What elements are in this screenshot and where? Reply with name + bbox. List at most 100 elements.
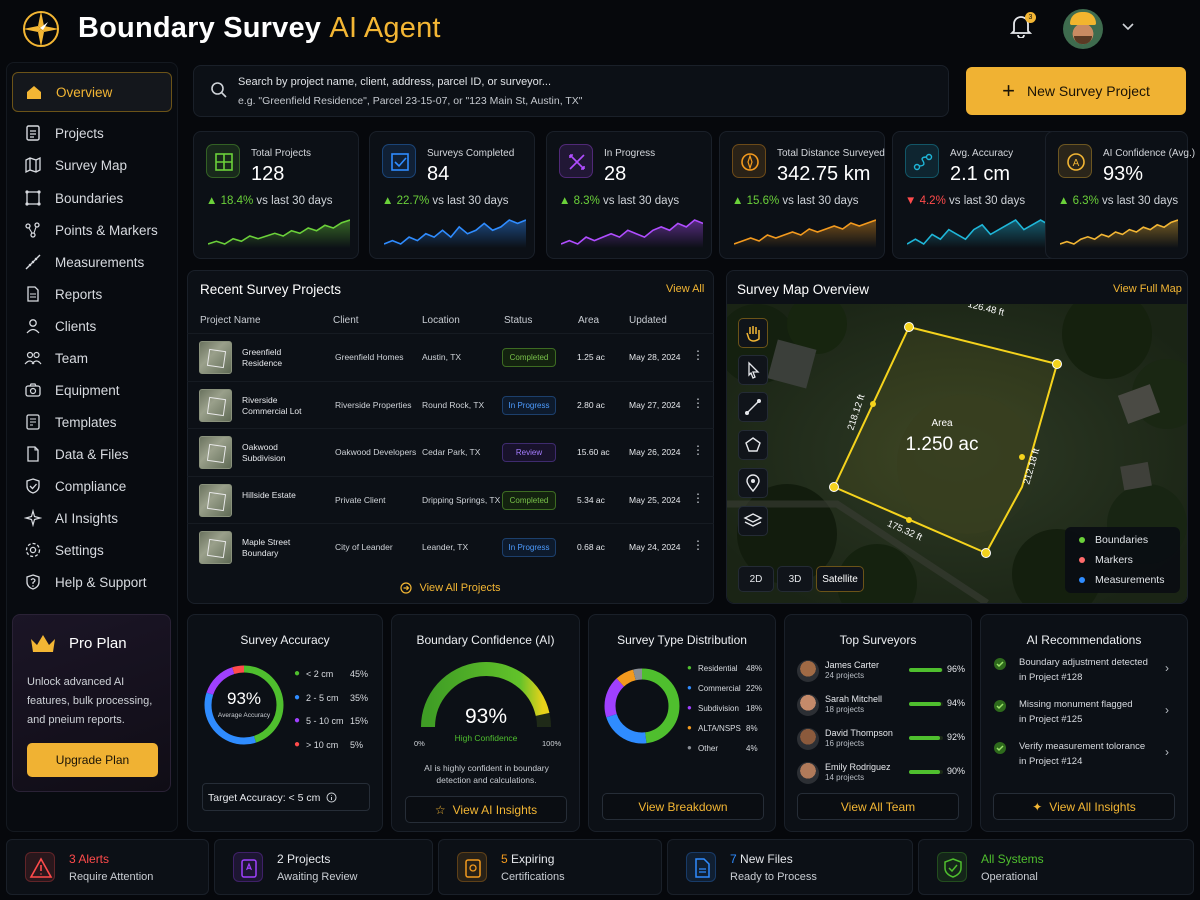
- map-mode-3d[interactable]: 3D: [777, 566, 813, 592]
- view-all-insights-button[interactable]: ✦ View All Insights: [993, 793, 1175, 820]
- sidebar-item-survey-map[interactable]: Survey Map: [12, 150, 172, 180]
- col-client[interactable]: Client: [333, 315, 359, 326]
- table-row[interactable]: Maple Street Boundary City of Leander Lean…: [187, 523, 714, 570]
- kpi-card-total-distance-surveyed[interactable]: Total Distance Surveyed 342.75 km ▲ 15.6% …: [719, 131, 885, 259]
- recent-view-all-link[interactable]: View All: [666, 283, 705, 295]
- surveyor-row[interactable]: David Thompson 16 projects 92%: [797, 726, 967, 756]
- select-tool[interactable]: [738, 355, 768, 385]
- table-row[interactable]: Oakwood Subdivision Oakwood Developers Ced…: [187, 428, 714, 475]
- more-options-icon[interactable]: ⋮: [692, 348, 704, 362]
- surveyor-row[interactable]: Emily Rodriguez 14 projects 90%: [797, 760, 967, 790]
- polygon-tool[interactable]: [738, 430, 768, 460]
- upgrade-plan-button[interactable]: Upgrade Plan: [27, 743, 158, 777]
- kpi-delta: ▲ 15.6% vs last 30 days: [732, 195, 858, 207]
- chevron-right-icon[interactable]: ›: [1165, 661, 1169, 675]
- surveyor-score: 94%: [947, 698, 966, 708]
- recommendation-item[interactable]: Boundary adjustment detected in Project #…: [993, 655, 1173, 689]
- search-bar[interactable]: Search by project name, client, address,…: [193, 65, 949, 117]
- kpi-card-in-progress[interactable]: In Progress 28 ▲ 8.3% vs last 30 days: [546, 131, 712, 259]
- user-menu-chevron[interactable]: [1122, 22, 1134, 32]
- surveyor-row[interactable]: James Carter 24 projects 96%: [797, 658, 967, 688]
- chevron-right-icon[interactable]: ›: [1165, 745, 1169, 759]
- hand-tool[interactable]: [738, 318, 768, 348]
- kpi-card-avg-accuracy[interactable]: Avg. Accuracy 2.1 cm ▼ 4.2% vs last 30 day…: [892, 131, 1058, 259]
- layers-icon: [743, 513, 763, 527]
- status-tile-2[interactable]: 5 Expiring Certifications: [438, 839, 662, 895]
- view-full-map-link[interactable]: View Full Map: [1113, 283, 1182, 295]
- sidebar-item-help-support[interactable]: Help & Support: [12, 567, 172, 597]
- sidebar-item-team[interactable]: Team: [12, 343, 172, 373]
- kpi-card-total-projects[interactable]: Total Projects 128 ▲ 18.4% vs last 30 days: [193, 131, 359, 259]
- sidebar-item-settings[interactable]: Settings: [12, 535, 172, 565]
- map-legend-item: Boundaries: [1079, 530, 1180, 550]
- status-badge: In Progress: [502, 395, 556, 415]
- recommendation-line1: Verify measurement tolorance: [1019, 741, 1146, 752]
- view-ai-insights-button[interactable]: ☆ View AI Insights: [405, 796, 567, 823]
- user-avatar[interactable]: [1063, 9, 1103, 49]
- search-placeholder-line2: e.g. "Greenfield Residence", Parcel 23-1…: [238, 95, 583, 107]
- col-area[interactable]: Area: [578, 315, 600, 326]
- surveyor-projects: 14 projects: [825, 773, 865, 782]
- map-mode-2d[interactable]: 2D: [738, 566, 774, 592]
- kpi-card-ai-confidence-avg-[interactable]: A AI Confidence (Avg.) 93% ▲ 6.3% vs last 3…: [1045, 131, 1195, 259]
- sidebar-item-compliance[interactable]: Compliance: [12, 471, 172, 501]
- notifications-button[interactable]: 3: [1010, 12, 1036, 42]
- col-location[interactable]: Location: [422, 315, 460, 326]
- project-updated: May 28, 2024: [629, 352, 681, 362]
- sidebar-item-overview[interactable]: Overview: [12, 72, 172, 112]
- status-tile-4[interactable]: All Systems Operational: [918, 839, 1194, 895]
- marker-tool[interactable]: [738, 468, 768, 498]
- pro-plan-card: Pro Plan Unlock advanced AI features, bu…: [12, 614, 171, 792]
- measure-line-tool[interactable]: [738, 392, 768, 422]
- map-legend-item: Markers: [1079, 550, 1180, 570]
- more-options-icon[interactable]: ⋮: [692, 490, 704, 505]
- sidebar-item-boundaries[interactable]: Boundaries: [12, 183, 172, 213]
- more-options-icon[interactable]: ⋮: [692, 395, 704, 410]
- shield-icon: [24, 477, 42, 495]
- legend-dot: ●: [687, 703, 692, 712]
- project-client: Private Client: [335, 494, 386, 505]
- more-options-icon[interactable]: ⋮: [692, 443, 704, 457]
- view-all-team-button[interactable]: View All Team: [797, 793, 959, 820]
- recommendation-item[interactable]: Verify measurement tolorance in Project #…: [993, 739, 1173, 773]
- new-survey-project-button[interactable]: + New Survey Project: [966, 67, 1186, 115]
- col-status[interactable]: Status: [504, 315, 533, 326]
- info-icon[interactable]: [326, 792, 337, 803]
- more-options-icon[interactable]: ⋮: [692, 538, 704, 552]
- sidebar-item-label: Data & Files: [55, 446, 129, 462]
- surveyor-row[interactable]: Sarah Mitchell 18 projects 94%: [797, 692, 967, 722]
- sidebar-item-measurements[interactable]: Measurements: [12, 247, 172, 277]
- sidebar-item-clients[interactable]: Clients: [12, 311, 172, 341]
- table-row[interactable]: Greenfield Residence Greenfield Homes Aust…: [187, 333, 714, 380]
- sidebar-item-reports[interactable]: Reports: [12, 279, 172, 309]
- accuracy-legend-pct: 5%: [350, 739, 364, 750]
- kpi-card-surveys-completed[interactable]: Surveys Completed 84 ▲ 22.7% vs last 30 da…: [369, 131, 535, 259]
- col-project-name[interactable]: Project Name: [200, 315, 261, 326]
- table-row[interactable]: Hillside Estate Private Client Dripping Sp…: [187, 475, 714, 523]
- legend-dot: [1079, 537, 1085, 543]
- sidebar-item-projects[interactable]: Projects: [12, 118, 172, 148]
- project-name: Maple Street Boundary: [242, 537, 291, 558]
- map-mode-satellite[interactable]: Satellite: [816, 566, 864, 592]
- sidebar-item-templates[interactable]: Templates: [12, 407, 172, 437]
- chevron-right-icon[interactable]: ›: [1165, 703, 1169, 717]
- status-tile-0[interactable]: 3 Alerts Require Attention: [6, 839, 209, 895]
- check-grid-icon: [382, 144, 416, 178]
- sidebar-item-ai-insights[interactable]: AI Insights: [12, 503, 172, 533]
- sidebar-item-points-markers[interactable]: Points & Markers: [12, 215, 172, 245]
- recommendation-item[interactable]: Missing monument flagged in Project #125 ›: [993, 697, 1173, 731]
- kpi-sparkline: [208, 219, 350, 248]
- view-breakdown-button[interactable]: View Breakdown: [602, 793, 764, 820]
- status-tile-1[interactable]: 2 Projects Awaiting Review: [214, 839, 433, 895]
- satellite-map[interactable]: 126.48 ft 218.12 ft 212.18 ft 175.32 ft …: [727, 304, 1187, 603]
- sidebar-item-equipment[interactable]: Equipment: [12, 375, 172, 405]
- table-row[interactable]: Riverside Commercial Lot Riverside Proper…: [187, 380, 714, 428]
- distribution-pct: 4%: [746, 744, 758, 753]
- col-updated[interactable]: Updated: [629, 315, 667, 326]
- status-tile-3[interactable]: 7 New Files Ready to Process: [667, 839, 913, 895]
- layers-tool[interactable]: [738, 506, 768, 536]
- distribution-label: ALTA/NSPS: [698, 724, 741, 733]
- view-all-projects-link[interactable]: View All Projects: [187, 582, 714, 594]
- sidebar-item-data-files[interactable]: Data & Files: [12, 439, 172, 469]
- status-badge: Completed: [502, 490, 556, 510]
